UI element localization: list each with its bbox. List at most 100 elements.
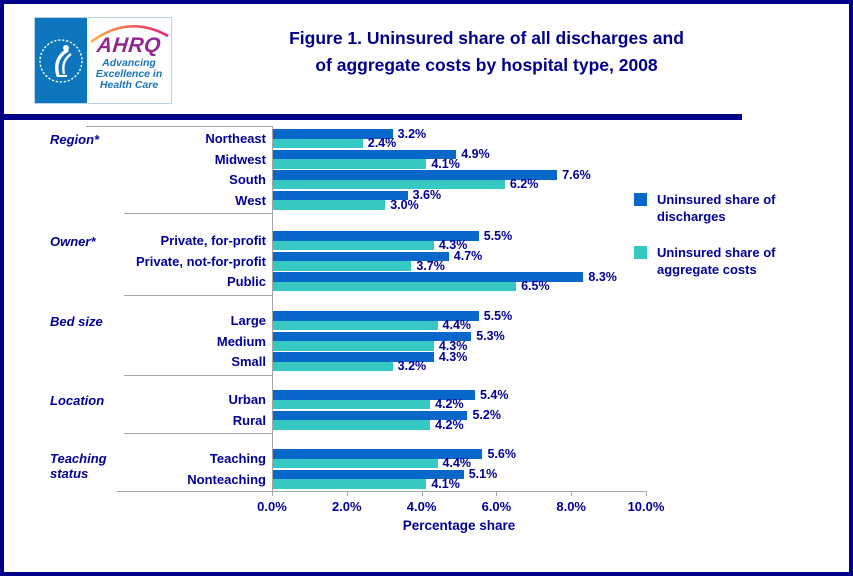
bar-costs <box>273 261 412 271</box>
bar-discharges <box>273 129 393 139</box>
legend-label: Uninsured share of aggregate costs <box>657 245 776 277</box>
category-label: Private, for-profit <box>160 233 266 248</box>
header-divider <box>4 114 742 120</box>
value-label: 5.5% <box>483 308 513 323</box>
ahrq-arc-icon <box>90 25 169 44</box>
ahrq-tagline-line3: Health Care <box>99 79 159 91</box>
bar-costs <box>273 458 438 468</box>
value-label: 4.1% <box>431 156 460 171</box>
value-label: 4.3% <box>438 338 468 353</box>
ahrq-tagline-line2: Excellence in <box>95 68 163 80</box>
value-label: 4.1% <box>431 476 460 491</box>
bar-costs <box>273 240 434 250</box>
value-label: 5.2% <box>472 408 501 423</box>
bar-discharges <box>273 231 479 241</box>
x-tick-label: 10.0% <box>627 499 665 514</box>
x-axis-title: Percentage share <box>402 518 516 533</box>
category-area-top-line <box>86 126 272 127</box>
value-label: 5.4% <box>479 387 509 402</box>
bar-costs <box>273 341 434 351</box>
x-tick-label: 0.0% <box>257 499 287 514</box>
bar-costs <box>273 420 431 430</box>
value-label: 4.7% <box>453 249 483 264</box>
value-label: 5.6% <box>487 446 516 461</box>
category-label: Midwest <box>214 151 266 167</box>
value-label: 5.1% <box>468 467 498 482</box>
value-label: 3.2% <box>397 359 427 374</box>
ahrq-logo-right: AHRQ Advancing Excellence in Health Care <box>87 18 171 103</box>
legend-item: Uninsured share of discharges <box>634 191 819 225</box>
footnote-significance: *Differences between uninsured stays and… <box>13 572 695 576</box>
bar-discharges <box>273 170 558 180</box>
category-label: Teaching <box>209 451 266 466</box>
footnotes: *Differences between uninsured stays and… <box>13 543 695 576</box>
value-label: 4.4% <box>442 456 472 471</box>
value-label: 4.3% <box>438 238 468 253</box>
group-label: Location <box>50 393 105 408</box>
group-label: Owner* <box>50 234 96 249</box>
bar-discharges <box>273 331 472 341</box>
group-label: Region* <box>50 132 100 147</box>
x-axis-tick <box>571 491 573 496</box>
ahrq-tagline-line1: Advancing <box>102 57 156 69</box>
chart-legend: Uninsured share of discharges Uninsured s… <box>634 191 819 297</box>
group-separator-line <box>124 213 272 214</box>
value-label: 4.2% <box>435 417 464 432</box>
x-tick-label: 8.0% <box>556 499 586 514</box>
group-label: Bed size <box>50 314 103 329</box>
bar-costs <box>273 159 427 169</box>
category-label: Small <box>231 354 266 369</box>
x-tick-label: 4.0% <box>406 499 437 514</box>
value-label: 7.6% <box>562 167 591 182</box>
group-separator-line <box>124 294 272 296</box>
x-axis-tick <box>346 491 348 496</box>
value-label: 6.5% <box>521 279 550 294</box>
bar-discharges <box>273 149 457 159</box>
figure-title: Figure 1. Uninsured share of all dischar… <box>179 25 794 79</box>
category-label: Nonteaching <box>187 471 266 487</box>
value-label: 4.3% <box>438 349 468 364</box>
x-tick-label: 6.0% <box>481 499 512 514</box>
value-label: 2.4% <box>367 136 397 151</box>
x-axis-tick <box>272 491 273 496</box>
value-label: 4.2% <box>435 397 464 412</box>
bar-discharges <box>273 190 408 200</box>
bar-costs <box>273 479 427 489</box>
value-label: 8.3% <box>588 269 617 284</box>
figure-title-line1: Figure 1. Uninsured share of all dischar… <box>289 28 684 48</box>
bar-discharges <box>273 272 584 282</box>
category-label: South <box>229 172 266 187</box>
hhs-eagle-icon <box>39 38 83 83</box>
bar-costs <box>273 320 438 330</box>
bar-costs <box>273 179 505 189</box>
bar-discharges <box>273 449 483 459</box>
category-label: Northeast <box>205 131 266 146</box>
bar-discharges <box>273 390 475 400</box>
group-label: Teaching status <box>50 451 107 481</box>
value-label: 6.2% <box>509 177 539 192</box>
ahrq-logo: AHRQ Advancing Excellence in Health Care <box>34 17 172 104</box>
group-separator-line <box>124 374 272 376</box>
category-label: Large <box>230 313 266 328</box>
value-label: 5.3% <box>476 329 505 344</box>
category-label: Urban <box>228 392 266 407</box>
value-label: 4.9% <box>461 147 490 162</box>
bar-costs <box>273 361 393 371</box>
value-label: 5.5% <box>483 228 513 243</box>
bar-costs <box>273 138 363 148</box>
bar-discharges <box>273 311 479 321</box>
hhs-seal <box>35 18 87 103</box>
bar-discharges <box>273 469 464 479</box>
category-label: West <box>235 192 266 208</box>
x-axis-line <box>117 491 646 492</box>
bar-discharges <box>273 410 468 420</box>
group-separator-line <box>124 433 272 434</box>
bar-chart: Uninsured share of discharges Uninsured s… <box>4 119 849 539</box>
bar-costs <box>273 399 431 409</box>
figure-title-line2: of aggregate costs by hospital type, 200… <box>315 55 658 75</box>
value-label: 3.6% <box>412 188 442 203</box>
x-axis-tick <box>496 491 498 496</box>
value-label: 3.2% <box>397 126 427 141</box>
legend-label: Uninsured share of discharges <box>657 192 776 224</box>
